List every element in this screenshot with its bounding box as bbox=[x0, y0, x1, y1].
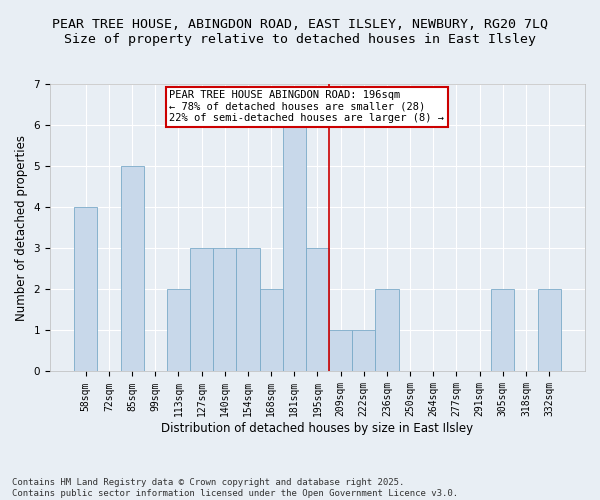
Text: Contains HM Land Registry data © Crown copyright and database right 2025.
Contai: Contains HM Land Registry data © Crown c… bbox=[12, 478, 458, 498]
X-axis label: Distribution of detached houses by size in East Ilsley: Distribution of detached houses by size … bbox=[161, 422, 473, 435]
Bar bbox=[352, 330, 376, 372]
Bar bbox=[283, 125, 306, 372]
Bar bbox=[213, 248, 236, 372]
Bar bbox=[376, 290, 398, 372]
Bar bbox=[167, 290, 190, 372]
Bar bbox=[306, 248, 329, 372]
Bar bbox=[236, 248, 260, 372]
Text: PEAR TREE HOUSE ABINGDON ROAD: 196sqm
← 78% of detached houses are smaller (28)
: PEAR TREE HOUSE ABINGDON ROAD: 196sqm ← … bbox=[169, 90, 444, 124]
Bar bbox=[260, 290, 283, 372]
Bar bbox=[329, 330, 352, 372]
Bar bbox=[74, 207, 97, 372]
Bar bbox=[121, 166, 144, 372]
Text: Size of property relative to detached houses in East Ilsley: Size of property relative to detached ho… bbox=[64, 32, 536, 46]
Bar bbox=[491, 290, 514, 372]
Bar bbox=[190, 248, 213, 372]
Text: PEAR TREE HOUSE, ABINGDON ROAD, EAST ILSLEY, NEWBURY, RG20 7LQ: PEAR TREE HOUSE, ABINGDON ROAD, EAST ILS… bbox=[52, 18, 548, 30]
Bar bbox=[538, 290, 560, 372]
Y-axis label: Number of detached properties: Number of detached properties bbox=[15, 134, 28, 320]
